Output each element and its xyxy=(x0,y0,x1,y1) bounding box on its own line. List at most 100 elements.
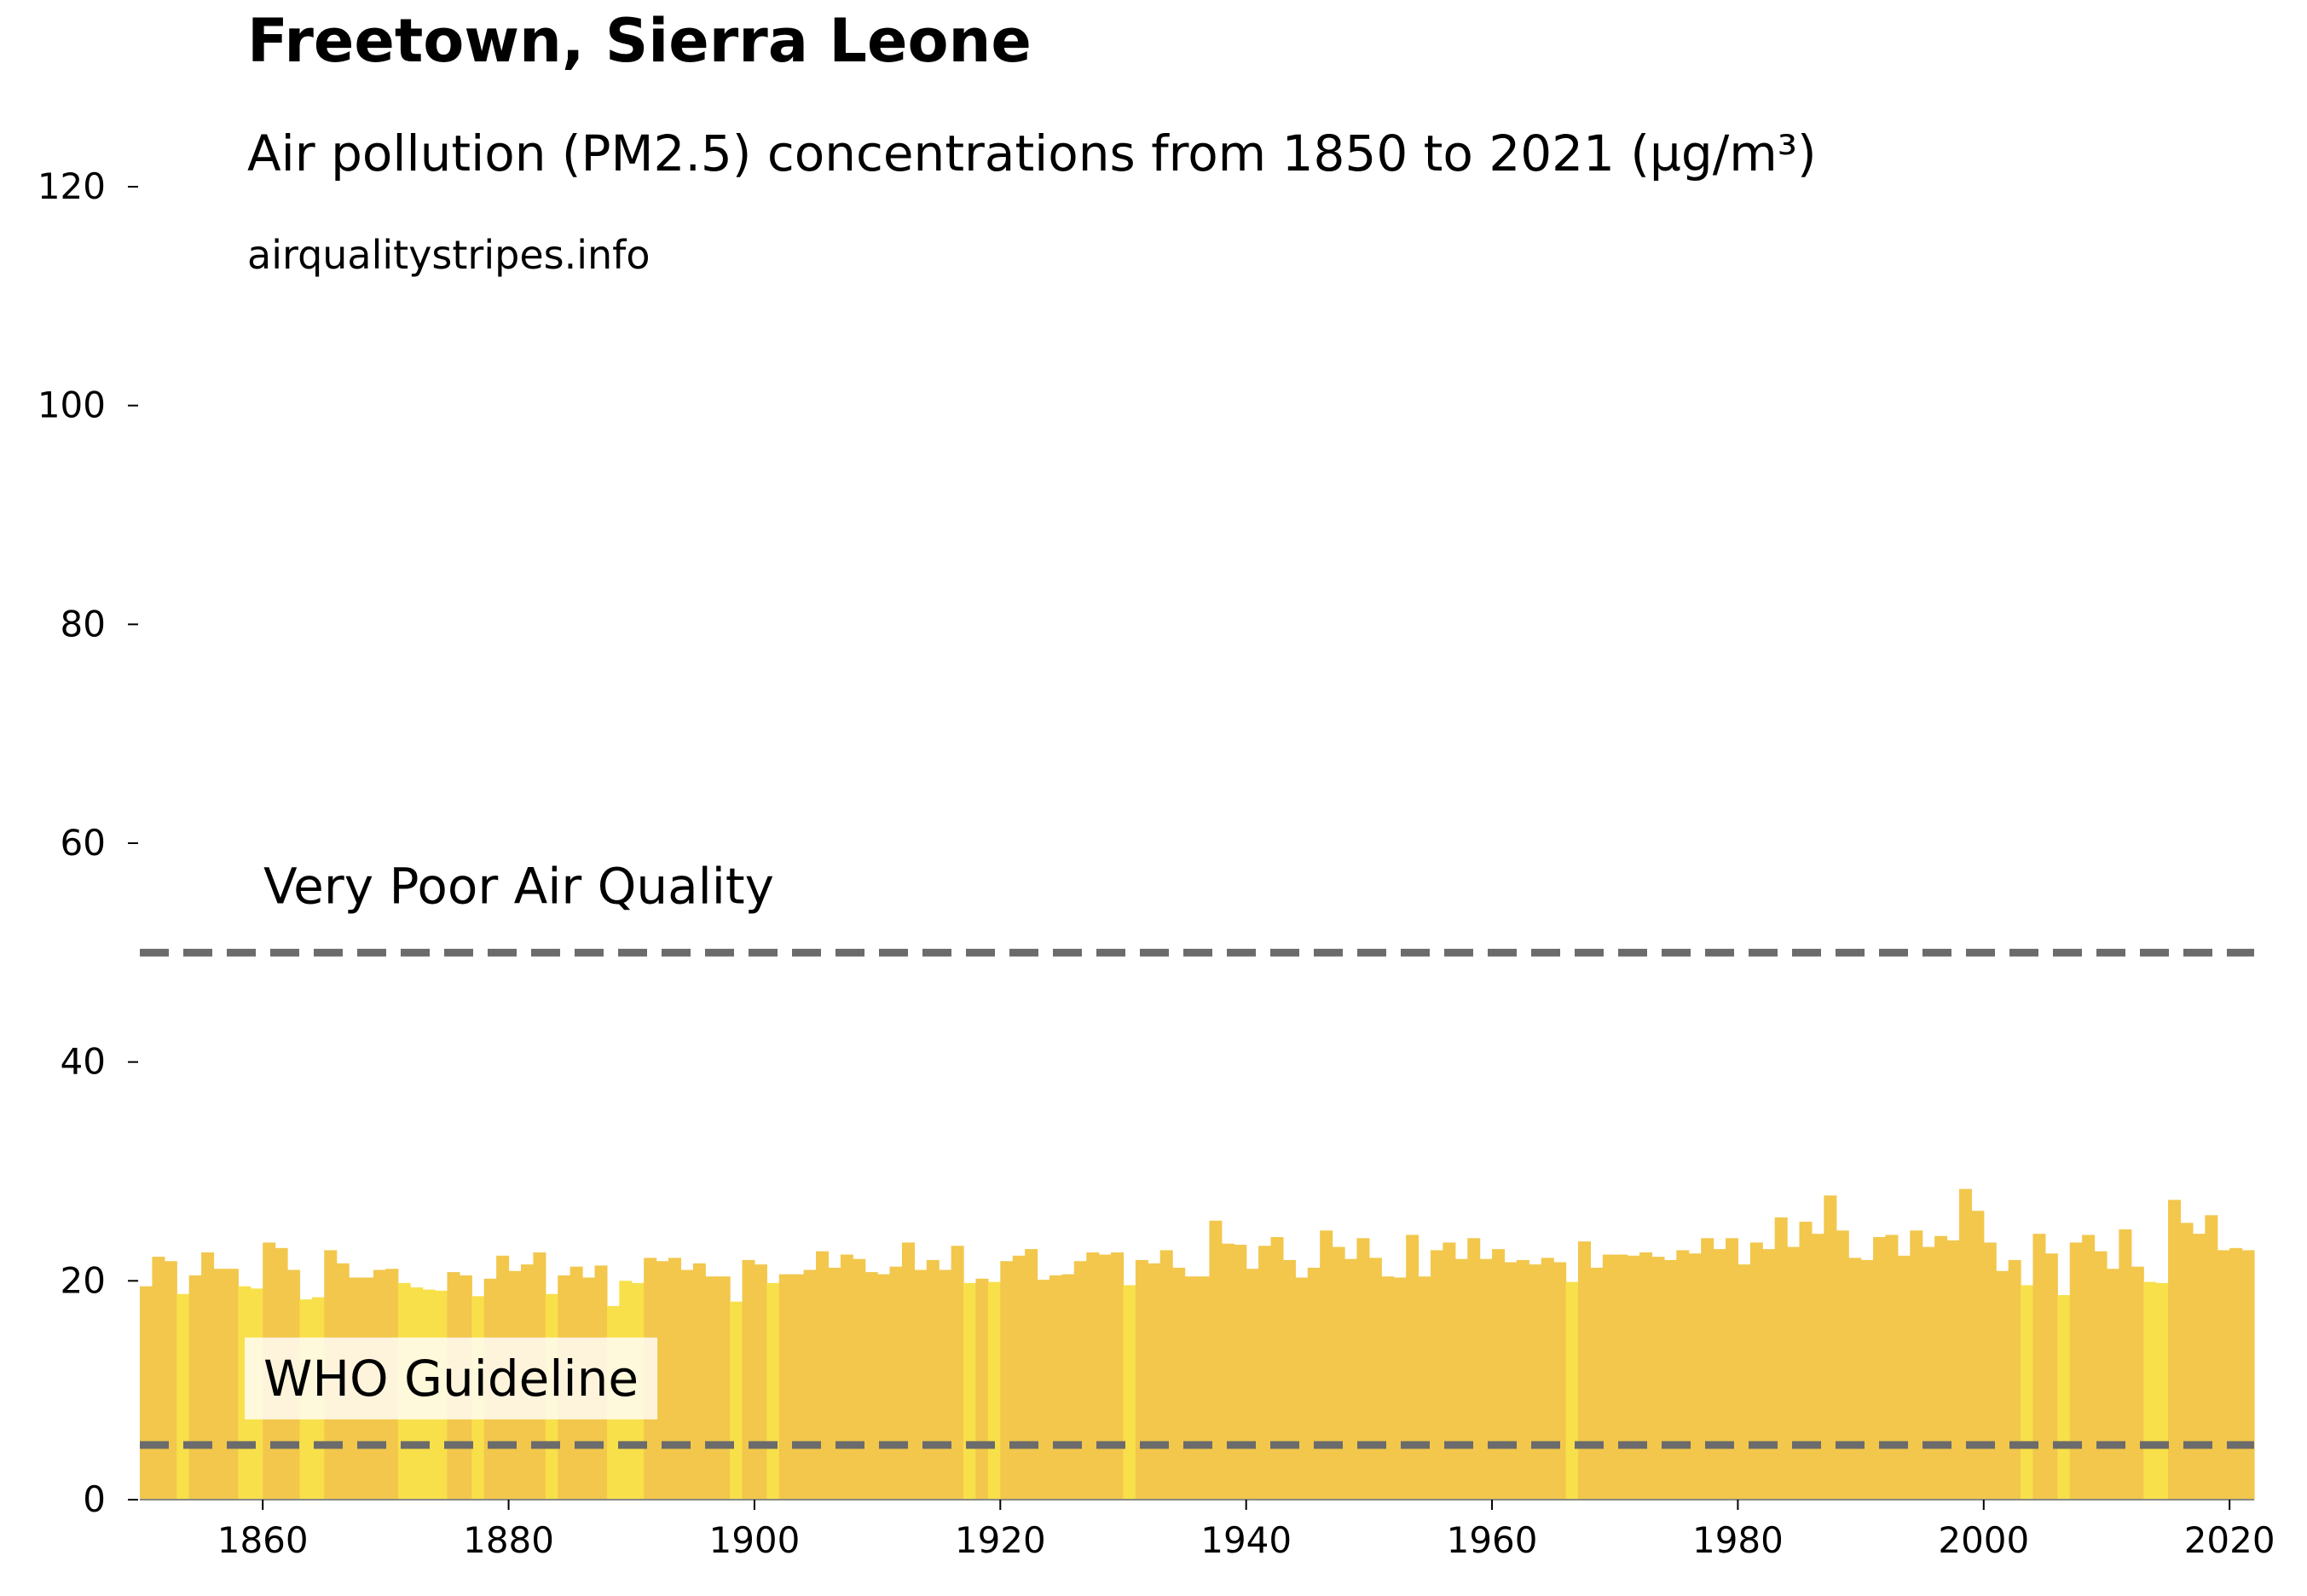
y-tick-label: 60 xyxy=(61,822,106,864)
bar xyxy=(877,1274,891,1500)
bar xyxy=(1098,1254,1112,1500)
bar xyxy=(692,1263,706,1500)
x-tick-label: 1940 xyxy=(1200,1519,1292,1561)
bar xyxy=(1012,1255,1026,1500)
bar xyxy=(975,1278,989,1500)
bar xyxy=(1356,1238,1370,1500)
x-tick-label: 2000 xyxy=(1938,1519,2029,1561)
bar xyxy=(1307,1267,1321,1500)
bar xyxy=(2021,1285,2034,1500)
bar xyxy=(1209,1220,1223,1500)
bar xyxy=(1774,1217,1788,1500)
bar xyxy=(2155,1282,2169,1500)
bar xyxy=(1971,1211,1985,1500)
y-tick-label: 40 xyxy=(61,1041,106,1083)
bar xyxy=(1799,1222,1813,1500)
bar xyxy=(1381,1276,1395,1500)
bar xyxy=(1922,1246,1935,1500)
bar xyxy=(840,1254,853,1500)
bar xyxy=(1726,1238,1739,1500)
bar xyxy=(1565,1281,1579,1500)
bar xyxy=(1443,1242,1456,1500)
bar xyxy=(766,1282,780,1500)
bar xyxy=(1295,1277,1309,1500)
bar xyxy=(1529,1264,1542,1500)
bar xyxy=(742,1259,755,1500)
x-tick-label: 1920 xyxy=(955,1519,1046,1561)
bar xyxy=(1282,1259,1296,1500)
bar xyxy=(2106,1269,2119,1500)
y-tick-label: 20 xyxy=(61,1259,106,1301)
bar xyxy=(803,1269,817,1500)
bar xyxy=(1123,1285,1136,1500)
bar xyxy=(2044,1253,2058,1500)
bar xyxy=(1824,1195,1837,1500)
bar xyxy=(816,1251,830,1500)
bar xyxy=(1037,1280,1050,1500)
bar xyxy=(1615,1254,1628,1500)
bar xyxy=(1492,1249,1506,1500)
chart-source: airqualitystripes.info xyxy=(247,232,650,278)
bar xyxy=(2180,1223,2194,1500)
bar xyxy=(987,1281,1001,1500)
bar xyxy=(914,1269,928,1500)
bar xyxy=(1676,1250,1690,1500)
bar xyxy=(2094,1251,2108,1500)
bar xyxy=(730,1301,743,1500)
bar xyxy=(1627,1255,1640,1500)
bar xyxy=(951,1246,964,1500)
bar xyxy=(1897,1255,1911,1500)
x-tick-label: 1860 xyxy=(217,1519,309,1561)
bar xyxy=(1344,1258,1358,1500)
bar xyxy=(1504,1262,1518,1500)
bar xyxy=(1910,1230,1923,1500)
bar xyxy=(1000,1261,1014,1500)
bar xyxy=(889,1266,903,1500)
bar xyxy=(1713,1249,1726,1500)
bar xyxy=(1873,1237,1887,1500)
bar xyxy=(1393,1277,1407,1500)
bar xyxy=(1061,1274,1075,1500)
bar xyxy=(2008,1259,2021,1500)
bar xyxy=(1159,1250,1173,1500)
bar xyxy=(853,1258,866,1500)
bar xyxy=(963,1282,977,1500)
bar xyxy=(2168,1200,2182,1500)
bar xyxy=(2241,1250,2255,1500)
x-tick-label: 2020 xyxy=(2184,1519,2275,1561)
bar xyxy=(1762,1249,1776,1500)
bar xyxy=(1135,1259,1148,1500)
bar xyxy=(680,1269,694,1500)
bar xyxy=(1320,1230,1333,1500)
bar xyxy=(1860,1259,1874,1500)
bar xyxy=(1651,1257,1665,1500)
bar xyxy=(201,1252,215,1500)
bar xyxy=(1406,1235,1419,1500)
bar xyxy=(1086,1252,1100,1500)
bar xyxy=(2119,1229,2132,1500)
bar xyxy=(2205,1215,2218,1500)
bar xyxy=(1049,1275,1062,1500)
bar xyxy=(754,1264,767,1500)
bar xyxy=(1811,1234,1824,1500)
bar xyxy=(188,1275,202,1500)
x-tick-label: 1960 xyxy=(1447,1519,1538,1561)
bar xyxy=(1701,1238,1714,1500)
bar xyxy=(225,1269,239,1500)
chart-title: Freetown, Sierra Leone xyxy=(247,6,1032,76)
bar xyxy=(1111,1252,1125,1500)
bar xyxy=(2131,1266,2144,1500)
bar xyxy=(1983,1242,1997,1500)
bar xyxy=(2082,1235,2096,1500)
bar xyxy=(152,1257,165,1500)
bar xyxy=(778,1274,792,1500)
bar xyxy=(1332,1246,1345,1500)
bar xyxy=(668,1258,682,1500)
bar xyxy=(1454,1258,1468,1500)
bar xyxy=(1996,1270,2009,1500)
bar xyxy=(1516,1259,1529,1500)
bar xyxy=(1197,1276,1211,1500)
bar xyxy=(1234,1244,1247,1500)
bar xyxy=(2143,1281,2157,1500)
